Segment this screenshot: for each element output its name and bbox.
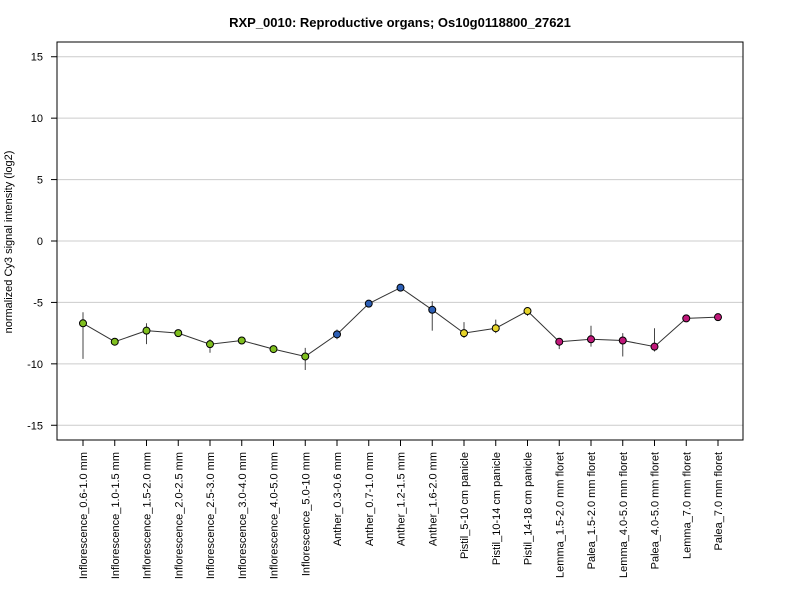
x-tick-label: Pistil_14-18 cm panicle — [523, 452, 535, 565]
data-points — [79, 283, 722, 361]
data-point — [364, 299, 373, 308]
data-point — [174, 329, 183, 338]
x-tick-label: Palea_4.0-5.0 mm floret — [650, 452, 662, 569]
data-point — [428, 305, 437, 314]
x-tick-label: Inflorescence_1.5-2.0 mm — [142, 452, 154, 579]
x-tick-label: Inflorescence_2.0-2.5 mm — [173, 452, 185, 579]
x-tick-label: Anther_1.2-1.5 mm — [396, 452, 408, 546]
data-point — [682, 314, 691, 323]
y-axis: -15 -10 -5 0 5 10 15 — [27, 52, 57, 432]
data-point — [301, 352, 310, 361]
data-point — [142, 326, 151, 335]
x-tick-label: Pistil_10-14 cm panicle — [491, 452, 503, 565]
x-tick-label: Pistil_5-10 cm panicle — [459, 452, 471, 559]
y-tick-label: -15 — [27, 420, 43, 432]
y-tick-label: 15 — [31, 52, 43, 64]
x-tick-label: Inflorescence_2.5-3.0 mm — [205, 452, 217, 579]
y-tick-label: 0 — [37, 236, 43, 248]
data-point — [206, 340, 214, 349]
data-point — [396, 283, 405, 292]
data-point — [650, 342, 659, 351]
x-tick-label: Lemma_4.0-5.0 mm floret — [618, 452, 630, 578]
x-tick-label: Inflorescence_1.0-1.5 mm — [110, 452, 122, 579]
y-axis-label: normalized Cy3 signal intensity (log2) — [3, 151, 15, 334]
x-tick-label: Anther_1.6-2.0 mm — [427, 452, 439, 546]
x-tick-label: Palea_7.0 mm floret — [713, 452, 725, 550]
grid-lines — [57, 56, 743, 426]
chart-title: RXP_0010: Reproductive organs; Os10g0118… — [229, 15, 571, 30]
x-tick-label: Palea_1.5-2.0 mm floret — [586, 452, 598, 569]
x-tick-label: Anther_0.7-1.0 mm — [364, 452, 376, 546]
x-tick-label: Lemma_1.5-2.0 mm floret — [554, 452, 566, 578]
x-tick-label: Inflorescence_3.0-4.0 mm — [237, 452, 249, 579]
x-tick-label: Lemma_7.0 mm floret — [681, 452, 693, 559]
error-bars — [82, 283, 719, 370]
y-tick-label: -10 — [27, 359, 43, 371]
data-point — [587, 335, 595, 344]
data-point — [269, 345, 278, 354]
data-point — [333, 330, 341, 339]
data-point — [460, 329, 468, 338]
x-tick-label: Anther_0.3-0.6 mm — [332, 452, 344, 546]
data-point — [110, 337, 119, 346]
x-tick-label: Inflorescence_4.0-5.0 mm — [269, 452, 281, 579]
data-point — [618, 336, 627, 345]
x-axis: Inflorescence_0.6-1.0 mm Inflorescence_1.… — [78, 440, 725, 579]
data-point — [555, 337, 564, 346]
data-point — [523, 307, 532, 316]
data-point — [237, 336, 246, 345]
x-tick-label: Inflorescence_5.0-10 mm — [300, 452, 312, 576]
data-point — [714, 313, 722, 322]
y-tick-label: -5 — [33, 297, 43, 309]
data-point — [79, 319, 87, 328]
x-tick-label: Inflorescence_0.6-1.0 mm — [78, 452, 90, 579]
data-point — [491, 324, 500, 333]
y-tick-label: 10 — [31, 113, 43, 125]
y-tick-label: 5 — [37, 175, 43, 187]
